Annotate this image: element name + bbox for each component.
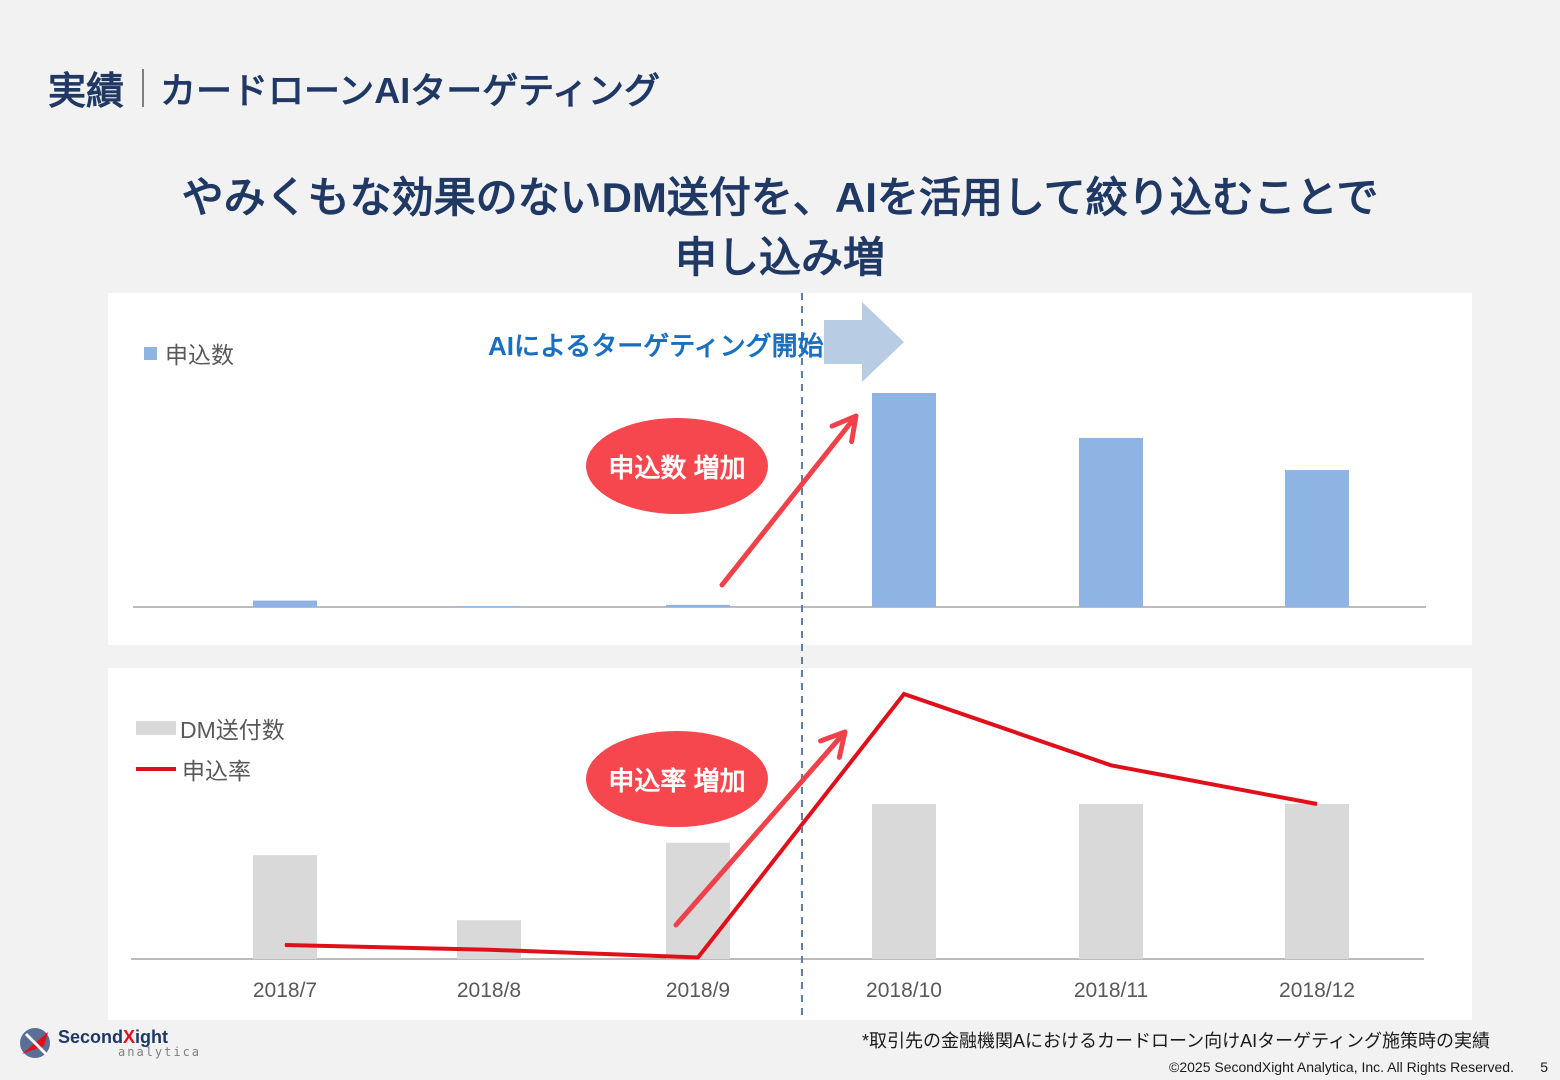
rate-point-2018/7 — [284, 944, 286, 946]
legend-dm-swatch — [136, 721, 176, 735]
rate-increase-arrow-icon — [673, 729, 848, 928]
x-tick-label-2018/7: 2018/7 — [253, 979, 317, 1002]
dm-bar-2018/12 — [1285, 804, 1349, 959]
headline-line-1: やみくもな効果のないDM送付を、AIを活用して絞り込むことで — [181, 174, 1379, 221]
logo-wordmark: SecondXight — [58, 1027, 169, 1047]
rate-line — [284, 691, 1318, 960]
x-tick-label-2018/10: 2018/10 — [866, 979, 942, 1002]
dm-bar-2018/8 — [457, 920, 521, 959]
dm-bar-2018/10 — [872, 804, 936, 959]
title-separator — [142, 68, 145, 107]
rate-point-2018/8 — [488, 949, 490, 951]
apps-bar-2018/7 — [253, 600, 317, 607]
apps-bar-2018/11 — [1079, 437, 1143, 607]
logo-subtext: analytica — [118, 1045, 202, 1059]
headline: やみくもな効果のないDM送付を、AIを活用して絞り込むことで 申し込み増 — [0, 168, 1560, 288]
rate-increase-bubble: 申込率 増加 — [586, 731, 768, 827]
footnote: *取引先の金融機関Aにおけるカードローン向けAIターゲティング施策時の実績 — [862, 1031, 1491, 1051]
legend-rate-swatch — [136, 767, 176, 771]
ai-start-arrow-icon — [824, 302, 904, 382]
logo-mark-icon — [20, 1028, 50, 1058]
page-title: 実績 — [48, 71, 125, 113]
legend-dm-label: DM送付数 — [180, 717, 285, 743]
apps-bar-2018/12 — [1285, 470, 1349, 607]
dm-rate-chart-panel — [108, 668, 1472, 1020]
x-tick-label-2018/9: 2018/9 — [666, 979, 730, 1002]
x-tick-label-2018/12: 2018/12 — [1279, 979, 1355, 1002]
legend-applications-label: 申込数 — [165, 342, 234, 368]
apps-bar-2018/9 — [666, 604, 730, 607]
dm-bar-2018/11 — [1079, 804, 1143, 959]
apps-bar-2018/8 — [457, 606, 521, 607]
copyright: ©2025 SecondXight Analytica, Inc. All Ri… — [1169, 1059, 1514, 1075]
page-header: 実績 カードローンAIターゲティング — [48, 60, 660, 115]
rate-point-2018/11 — [1110, 764, 1112, 766]
company-logo: SecondXight analytica — [18, 1026, 201, 1060]
legend-applications: 申込数 — [144, 336, 234, 370]
rate-point-2018/10 — [903, 693, 905, 695]
rate-point-2018/12 — [1316, 803, 1318, 805]
apps-increase-bubble: 申込数 増加 — [586, 418, 768, 514]
apps-bar-2018/10 — [872, 393, 936, 607]
rate-point-2018/9 — [697, 957, 699, 958]
legend-applications-swatch — [144, 346, 157, 360]
page-subtitle: カードローンAIターゲティング — [160, 69, 661, 111]
legend-rate: 申込率 — [136, 752, 251, 786]
dm-bar-2018/7 — [253, 855, 317, 959]
applications-chart-panel — [108, 293, 1472, 645]
page-number: 5 — [1540, 1059, 1548, 1075]
ai-start-label: AIによるターゲティング開始 — [488, 331, 824, 361]
headline-line-2: 申し込み増 — [674, 234, 885, 281]
x-tick-label-2018/8: 2018/8 — [457, 979, 521, 1002]
apps-increase-arrow-icon — [719, 413, 859, 588]
legend-dm: DM送付数 — [136, 711, 285, 745]
x-tick-label-2018/11: 2018/11 — [1074, 979, 1148, 1002]
legend-rate-label: 申込率 — [182, 758, 251, 784]
